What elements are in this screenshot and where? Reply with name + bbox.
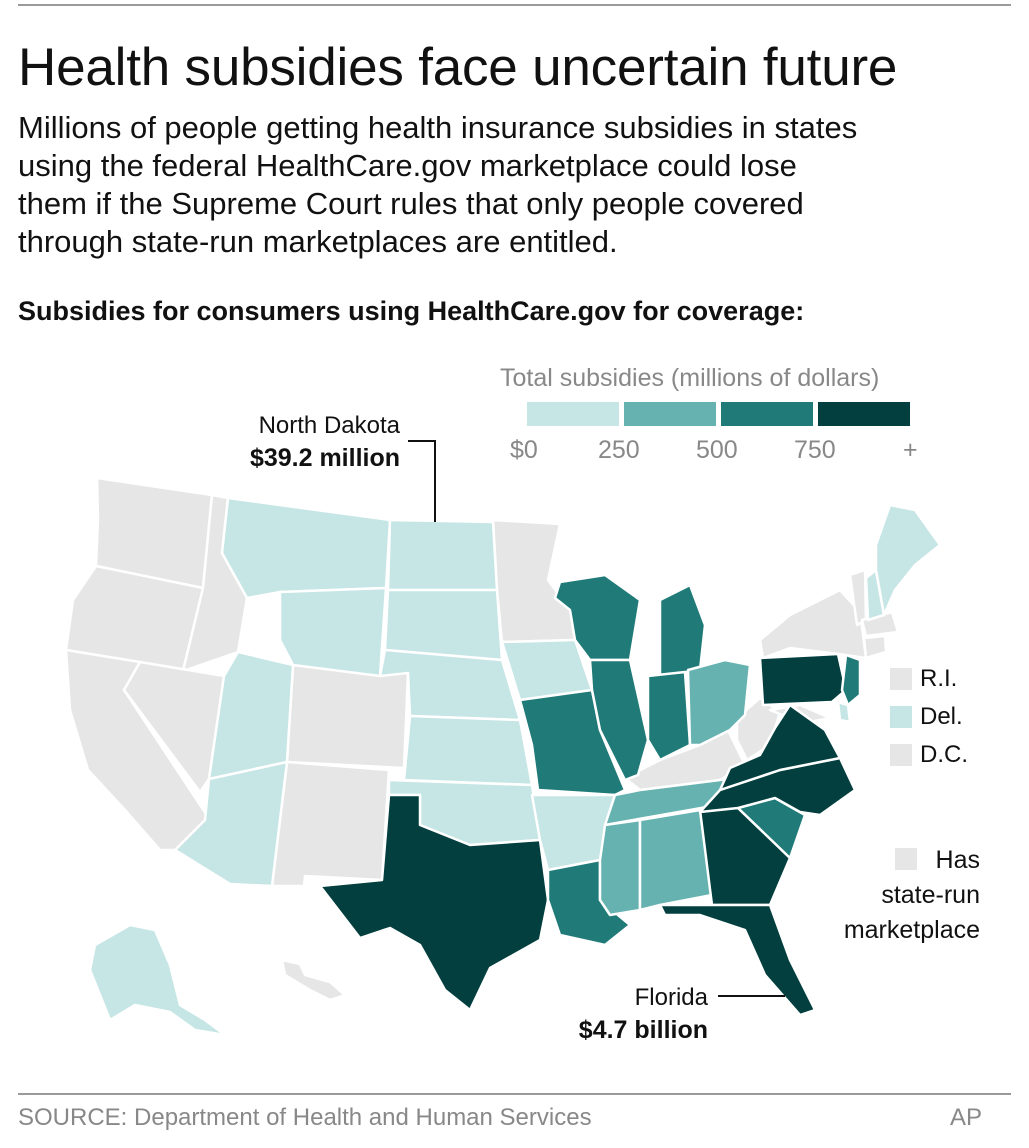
intro-line: through state-run marketplaces are entit… (18, 224, 618, 259)
state-virginia (718, 703, 842, 792)
state-run-note-line: marketplace (843, 916, 980, 944)
intro-line: them if the Supreme Court rules that onl… (18, 186, 804, 221)
florida-value: $4.7 billion (578, 1016, 708, 1044)
state-utah (207, 650, 295, 781)
state-connecticut (862, 634, 888, 660)
state-mississippi (598, 818, 642, 917)
state-colorado (285, 663, 410, 770)
map-subhead: Subsidies for consumers using HealthCare… (18, 296, 805, 326)
north-dakota-label: North Dakota (258, 412, 400, 439)
state-alaska (88, 923, 227, 1037)
state-illinois (588, 658, 650, 782)
state-nevada (122, 660, 226, 794)
legend-tick: 500 (696, 436, 738, 464)
state-maine (874, 503, 942, 617)
state-north-dakota (386, 518, 499, 592)
legend-swatch-250-500 (624, 402, 716, 426)
state-run-swatch (895, 848, 917, 870)
legend-title: Total subsidies (millions of dollars) (500, 364, 880, 392)
state-florida (658, 903, 817, 1017)
state-arizona (173, 760, 289, 888)
state-montana (220, 496, 392, 600)
state-kansas (402, 714, 534, 787)
legend-swatch-0-250 (527, 402, 619, 426)
state-run-note-line: state-run (881, 881, 980, 909)
bottom-rule (18, 1093, 1011, 1095)
small-state-label: R.I. (920, 665, 958, 692)
florida-label: Florida (634, 984, 708, 1011)
legend-tick: 750 (794, 436, 836, 464)
small-state-label: Del. (920, 703, 963, 730)
florida-callout: Florida $4.7 billion (556, 982, 708, 1047)
small-state-swatch (890, 706, 912, 728)
intro-line: using the federal HealthCare.gov marketp… (18, 148, 797, 183)
legend-tick: + (903, 436, 918, 464)
legend-tick: $0 (510, 436, 538, 464)
state-alabama (638, 808, 714, 912)
state-wyoming (278, 586, 388, 678)
legend-swatch-500-750 (721, 402, 813, 426)
source-line: SOURCE: Department of Health and Human S… (18, 1104, 592, 1131)
state-michigan (658, 583, 707, 678)
legend-swatch-750-plus (818, 402, 910, 426)
state-new-york (758, 588, 868, 660)
state-run-legend: Has state-run marketplace (822, 843, 980, 948)
state-indiana (646, 670, 692, 762)
small-state-label: D.C. (920, 741, 968, 768)
state-new-jersey (840, 653, 862, 707)
state-texas (318, 793, 550, 1012)
state-ohio (686, 658, 752, 747)
north-dakota-value: $39.2 million (249, 444, 400, 472)
legend-tick: 250 (598, 436, 640, 464)
small-state-swatch (890, 668, 912, 690)
top-rule (18, 4, 1011, 6)
state-hawaii (280, 958, 347, 1002)
state-run-note-line: Has (935, 846, 980, 874)
state-delaware (836, 700, 852, 724)
intro-text: Millions of people getting health insura… (18, 109, 1008, 261)
credit: AP (949, 1104, 982, 1131)
state-pennsylvania (758, 652, 848, 707)
state-south-dakota (383, 588, 504, 662)
intro-line: Millions of people getting health insura… (18, 110, 858, 145)
page-title: Health subsidies face uncertain future (18, 38, 898, 97)
state-new-mexico (270, 760, 391, 888)
north-dakota-callout-line (408, 440, 436, 522)
north-dakota-callout: North Dakota $39.2 million (228, 410, 400, 475)
small-state-swatch (890, 744, 912, 766)
